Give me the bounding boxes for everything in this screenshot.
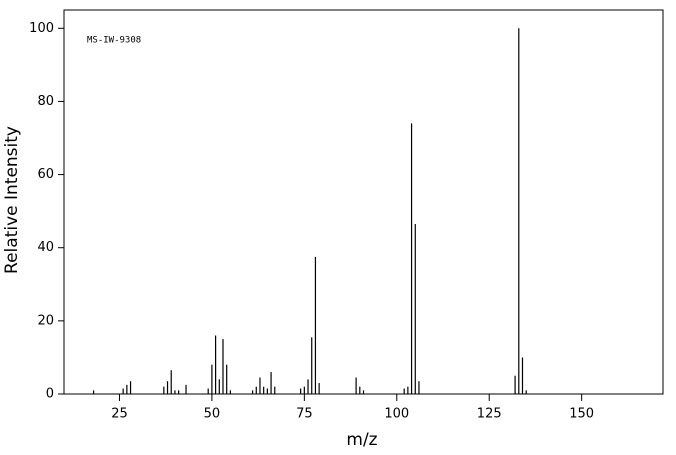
y-tick-label: 0: [46, 387, 54, 402]
x-tick-label: 75: [296, 407, 313, 422]
x-tick-label: 25: [111, 407, 128, 422]
y-tick-label: 100: [29, 21, 54, 36]
x-tick-label: 150: [569, 407, 594, 422]
x-tick-label: 125: [477, 407, 502, 422]
y-tick-label: 20: [37, 313, 54, 328]
y-tick-label: 60: [37, 167, 54, 182]
y-axis-label: Relative Intensity: [2, 126, 22, 274]
x-tick-label: 100: [384, 407, 409, 422]
y-tick-label: 40: [37, 240, 54, 255]
x-axis-label: m/z: [346, 430, 377, 450]
annotation: MS-IW-9308: [87, 36, 141, 46]
y-tick-label: 80: [37, 94, 54, 109]
x-tick-label: 50: [204, 407, 221, 422]
plot-frame: [63, 9, 664, 395]
